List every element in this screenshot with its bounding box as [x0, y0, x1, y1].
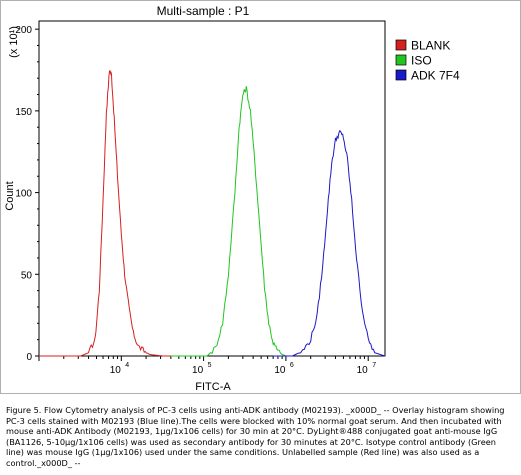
x-tick-label: 10	[192, 365, 204, 376]
y-tick-label: 150	[15, 107, 32, 118]
legend-swatch	[395, 39, 407, 51]
series-line-iso	[170, 86, 287, 357]
x-axis-label: FITC-A	[195, 381, 231, 393]
x-tick-exponent: 6	[290, 362, 294, 369]
x-tick-label: 10	[357, 365, 369, 376]
flow-cytometry-histogram: Multi-sample : P1 (x 10¹) Count FITC-A 0…	[4, 4, 460, 393]
series-layer	[39, 69, 386, 357]
figure-caption: Figure 5. Flow Cytometry analysis of PC-…	[6, 405, 505, 468]
y-tick-label: 50	[21, 270, 33, 281]
series-line-blank	[39, 69, 171, 357]
y-tick-label: 0	[26, 352, 32, 363]
y-tick-label: 200	[15, 25, 32, 36]
legend-label: BLANK	[411, 39, 450, 53]
chart-title: Multi-sample : P1	[157, 4, 250, 18]
legend-swatch	[395, 69, 407, 81]
plot-frame	[38, 20, 386, 357]
y-axis-label: Count	[4, 181, 16, 210]
y-axis-multiplier: (x 10¹)	[8, 26, 20, 58]
x-tick-exponent: 7	[372, 362, 376, 369]
y-tick-label: 100	[15, 189, 32, 200]
figure-frame	[0, 0, 521, 394]
x-tick-exponent: 5	[208, 362, 212, 369]
x-tick-label: 10	[274, 365, 286, 376]
legend-label: ISO	[411, 54, 432, 68]
x-tick-label: 10	[110, 365, 122, 376]
x-tick-exponent: 4	[125, 362, 129, 369]
legend-swatch	[395, 54, 407, 66]
legend-label: ADK 7F4	[411, 69, 460, 83]
series-line-adk-7f4	[273, 129, 386, 357]
